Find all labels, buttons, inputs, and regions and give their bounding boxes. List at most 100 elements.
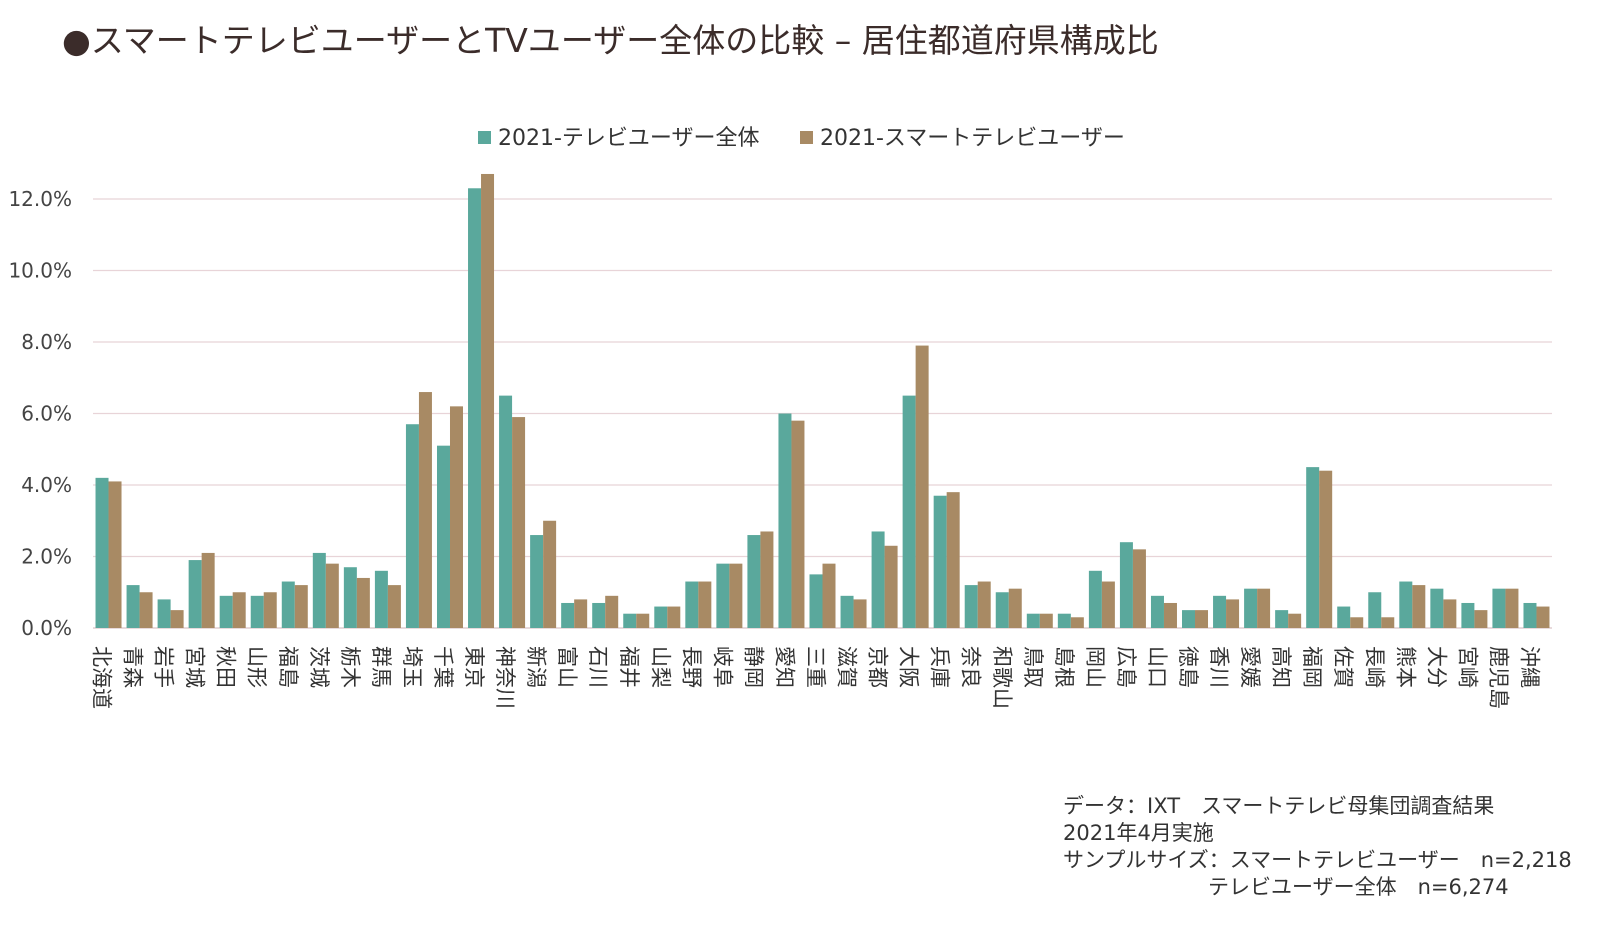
x-category-label: 福井 [617,646,641,688]
bar-series-1 [219,595,233,628]
x-category-label: 三重 [804,646,828,688]
note-line-1: データ：IXT スマートテレビ母集団調査結果 [1063,794,1495,818]
bar-series-1 [654,606,668,628]
bar-series-1 [592,602,606,628]
x-category-label: 島根 [1052,646,1076,688]
x-category-label: 愛媛 [1238,646,1262,688]
x-category-label: 埼玉 [400,646,424,688]
bar-series-2 [1288,613,1302,628]
bar-series-1 [126,585,140,628]
bar-series-1 [561,602,575,628]
note-line-4: テレビユーザー全体 n=6,274 [1208,875,1509,899]
bar-series-1 [747,535,761,628]
bar-series-1 [250,595,264,628]
bar-series-2 [418,392,432,628]
x-category-label: 福島 [276,646,300,688]
bar-series-2 [543,520,557,628]
bar-series-2 [201,552,215,628]
bars [95,173,1550,628]
x-category-label: 茨城 [307,646,331,688]
x-category-label: 新潟 [524,646,548,688]
bar-series-2 [915,345,929,628]
x-category-label: 高知 [1269,646,1293,688]
bar-series-2 [1350,617,1364,628]
bar-series-2 [729,563,743,628]
bar-series-2 [1195,610,1209,628]
x-category-label: 東京 [462,646,486,688]
bar-series-2 [325,563,339,628]
bar-series-2 [1443,599,1457,628]
x-category-label: 山口 [1145,646,1169,688]
bar-series-2 [1163,602,1177,628]
x-category-label: 富山 [555,646,579,688]
x-category-label: 奈良 [959,646,983,688]
bar-series-2 [760,531,774,628]
x-category-label: 長崎 [1362,646,1386,688]
bar-series-1 [933,495,947,628]
bar-series-2 [387,585,401,628]
bar-series-1 [157,599,171,628]
bar-series-1 [499,395,513,628]
bar-series-1 [1150,595,1164,628]
bar-series-1 [1088,570,1102,628]
bar-series-1 [468,188,482,628]
x-category-label: 佐賀 [1331,646,1355,688]
bar-series-1 [1244,588,1258,628]
bar-series-2 [170,610,184,628]
bar-series-2 [263,592,277,628]
bar-series-2 [636,613,650,628]
x-category-label: 大分 [1424,646,1448,688]
x-category-label: 京都 [866,646,890,688]
bar-series-1 [685,581,699,628]
bar-series-2 [698,581,712,628]
bar-series-2 [667,606,681,628]
x-category-label: 栃木 [338,646,362,688]
bar-series-1 [778,413,792,628]
x-category-label: 神奈川 [493,646,517,709]
bar-series-2 [232,592,246,628]
x-category-label: 鳥取 [1021,646,1045,688]
bar-series-2 [574,599,588,628]
x-category-label: 大阪 [897,646,921,688]
bar-series-2 [449,406,463,628]
x-category-label: 滋賀 [835,646,859,688]
x-category-label: 岩手 [152,646,176,688]
bar-series-2 [1412,585,1426,628]
bar-series-2 [108,481,122,628]
bar-series-1 [1523,602,1537,628]
bar-series-2 [356,577,370,628]
bar-series-1 [1275,610,1289,628]
y-tick-label: 12.0% [8,187,72,211]
bar-series-1 [1337,606,1351,628]
bar-series-1 [902,395,916,628]
bar-series-2 [512,417,526,628]
bar-series-2 [1536,606,1550,628]
bar-series-1 [281,581,295,628]
x-category-label: 福岡 [1300,646,1324,688]
bar-series-2 [791,420,805,628]
x-category-label: 沖縄 [1517,646,1541,688]
legend-swatch-2 [800,131,813,144]
bar-series-2 [1101,581,1115,628]
y-tick-label: 2.0% [21,545,72,569]
x-category-label: 静岡 [741,646,765,688]
bar-series-1 [374,570,388,628]
legend-label-1: 2021-テレビユーザー全体 [498,126,760,151]
x-category-label: 広島 [1114,646,1138,688]
bar-series-1 [1119,542,1133,628]
bar-series-1 [1368,592,1382,628]
x-category-label: 山形 [245,646,269,688]
bar-series-2 [1474,610,1488,628]
bar-series-2 [1257,588,1271,628]
bar-series-2 [853,599,867,628]
x-category-label: 宮崎 [1455,646,1479,688]
chart-title: ●スマートテレビユーザーとTVユーザー全体の比較 – 居住都道府県構成比 [62,21,1159,60]
x-category-label: 青森 [121,646,145,688]
bar-series-1 [530,535,544,628]
bar-series-1 [95,477,109,628]
bar-series-1 [1213,595,1227,628]
y-tick-label: 0.0% [21,616,72,640]
x-category-label: 群馬 [369,646,393,688]
bar-series-1 [436,445,450,628]
y-tick-label: 4.0% [21,473,72,497]
